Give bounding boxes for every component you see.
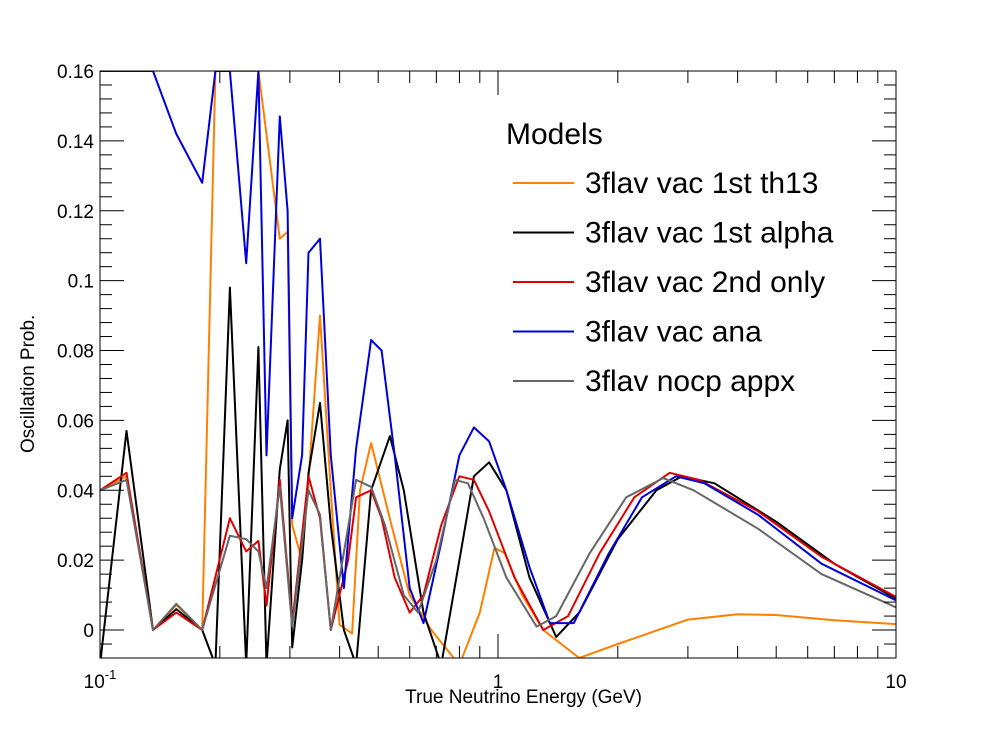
y-tick-label: 0 [83,621,94,642]
y-tick-label: 0.08 [57,342,94,363]
y-tick-label: 0.02 [57,551,94,572]
y-tick-label: 0.14 [57,132,94,153]
legend: Models 3flav vac 1st th13 3flav vac 1st a… [506,118,834,398]
legend-label: 3flav nocp appx [585,365,795,398]
series-line [100,477,896,631]
y-tick-label: 0.1 [68,272,94,293]
y-tick-label: 0.12 [57,202,94,223]
x-tick-label: 1 [493,672,504,693]
legend-label: 3flav vac ana [585,316,762,349]
series-line [100,71,896,658]
y-tick-label: 0.16 [57,62,94,83]
x-axis-title: True Neutrino Energy (GeV) [405,687,642,708]
legend-title: Models [506,118,603,151]
y-tick-label: 0.06 [57,411,94,432]
y-tick-label: 0.04 [57,481,94,502]
x-tick-label: 10 [885,672,906,693]
x-tick-exponent: -1 [105,667,117,682]
x-tick-label: 10-1 [84,667,117,693]
series-line [100,286,896,658]
series-layer [100,71,896,658]
legend-label: 3flav vac 2nd only [585,266,825,299]
y-axis-title: Oscillation Prob. [18,315,39,453]
legend-label: 3flav vac 1st th13 [585,167,818,200]
legend-label: 3flav vac 1st alpha [585,217,834,250]
series-line [100,71,896,625]
